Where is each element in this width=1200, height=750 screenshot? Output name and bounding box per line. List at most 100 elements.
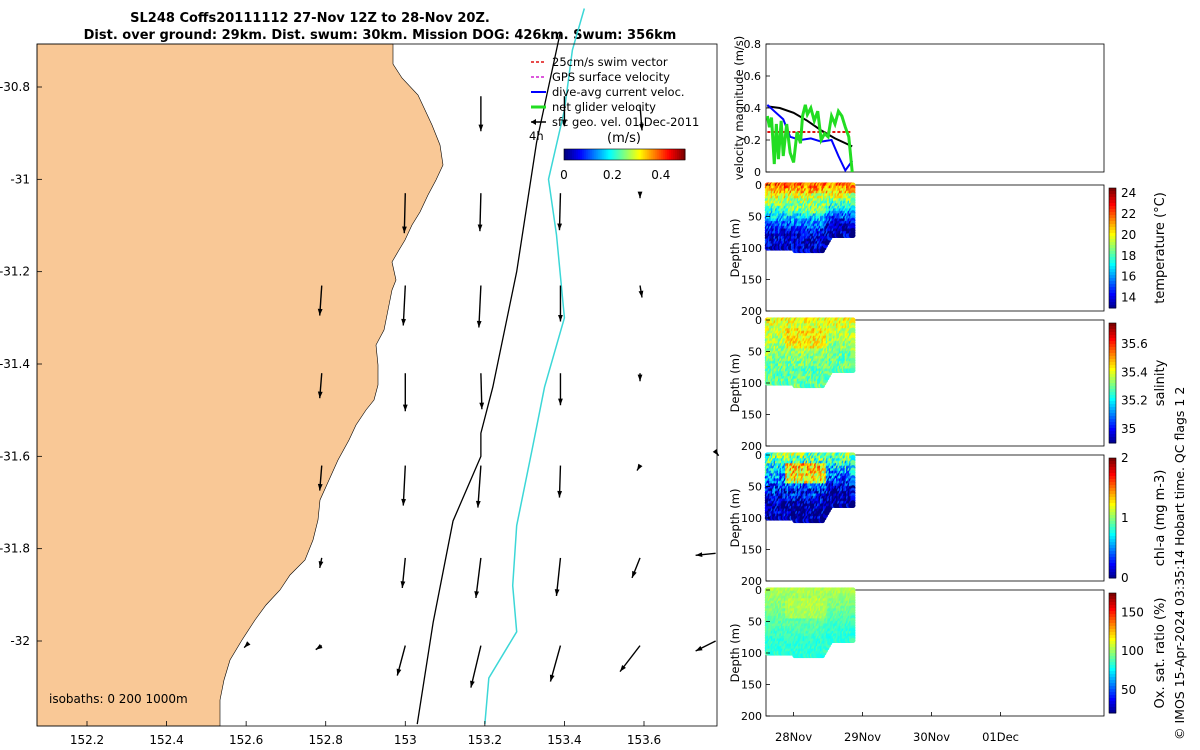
section-y-label: Depth (m) [728,354,742,413]
vector-arrow [402,193,407,234]
vector-head [476,320,482,328]
colorbar-cell [592,149,595,160]
vector-head [317,391,323,399]
cbar-cell [1109,332,1116,336]
colorbar-cell [618,149,621,160]
x-tick-label: 153.2 [468,733,502,747]
colorbar-cell [672,149,676,160]
section-dots [764,317,856,389]
colorbar-cell [666,149,670,160]
cbar-cell [1109,278,1116,282]
time-label: 4h [529,129,544,143]
cbar-cell [1109,236,1116,240]
cbar-cell [1109,548,1116,552]
track-line [416,31,562,725]
cbar-cell [1109,227,1116,231]
cbar-cell [1109,299,1116,303]
cbar-cell [1109,524,1116,528]
vector-head [400,581,406,588]
legend-sfc: sfc geo. vel. 01-Dec-2011 [552,115,699,129]
vector-arrow [317,465,323,491]
x-tick-label: 152.6 [229,733,263,747]
colorbar-cell [564,149,567,160]
map-colorbar: 0 0.2 0.4 [560,148,686,182]
cbar-cell [1109,473,1116,477]
cbar-cell [1109,206,1116,210]
colorbar-cell [586,149,589,160]
colorbar-cell [602,149,605,160]
cbar-cell [1109,254,1116,258]
colorbar-cell [622,149,625,160]
vector-shaft [402,465,406,506]
cbar-tick-label: 35 [1121,422,1136,436]
colorbar-frame [563,148,686,161]
cbar-cell [1109,503,1116,507]
vector-head [695,645,703,651]
vector-arrow [315,643,323,651]
vector-shaft [475,557,482,598]
colorbar-cell [606,149,609,160]
cbar-tick-label: 14 [1121,291,1136,305]
vector-head [554,589,560,596]
vector-head [244,641,251,648]
cbar-cell [1109,221,1116,225]
vel-y-tick-label: 0.8 [744,38,762,51]
vector-arrow [637,373,643,382]
cbar-cell [1109,509,1116,513]
cbar-cell [1109,434,1116,438]
cbar-cell [1109,251,1116,255]
vector-arrow [557,193,563,231]
vector-head [315,643,323,650]
geostrophic-vectors [243,96,720,688]
y-tick-label: -31 [10,172,30,186]
cbar-tick-label: 35.6 [1121,337,1148,351]
vel-y-tick-label: 0.6 [744,70,762,83]
cbar-cell [1109,191,1116,195]
cbar-cell [1109,437,1116,441]
cbar-cell [1109,218,1116,222]
depth-tick-label: 150 [741,274,762,287]
cbar-tick-label: 0 [1121,571,1129,585]
vector-arrow [318,557,324,569]
vel-y-tick-label: 0.4 [744,102,762,115]
cbar-cell [1109,467,1116,471]
cbar-cell [1109,485,1116,489]
x-tick-label: 152.2 [70,733,104,747]
vector-arrow [477,193,483,232]
map-panel: 152.2 152.4 152.6 152.8 153 153.2 153.4 153.6 -… [0,8,720,747]
vector-arrow [557,465,563,498]
vector-shaft [478,285,482,328]
vector-arrow [558,285,563,322]
y-tick-label: -31.6 [0,449,30,463]
cbar-cell [1109,293,1116,297]
land-polygon [36,43,444,727]
colorbar-cell [674,149,678,160]
colorbar-cell [570,149,573,160]
cbar-cell [1109,266,1116,270]
cbar-tick-label: 20 [1121,228,1136,242]
cbar-cell [1109,422,1116,426]
cbar-cell [1109,410,1116,414]
cbar-cell [1109,368,1116,372]
cbar-tick-label: 16 [1121,270,1136,284]
cbar-cell [1109,563,1116,567]
colorbar-cell [642,149,646,160]
vector-head [632,570,637,578]
vel-y-label: velocity magnitude (m/s) [732,36,746,181]
colorbar-cell [680,149,684,160]
vector-head [475,500,481,508]
vector-head [479,402,485,410]
cbar-cell [1109,362,1116,366]
vector-arrow [695,552,716,558]
vector-arrow [317,285,323,316]
vector-arrow [400,557,406,588]
cbar-cell [1109,491,1116,495]
vel-series-line [765,103,854,173]
vector-head [557,223,563,231]
data-dot [850,367,856,373]
cbar-cell [1109,416,1116,420]
cbar-cell [1109,230,1116,234]
